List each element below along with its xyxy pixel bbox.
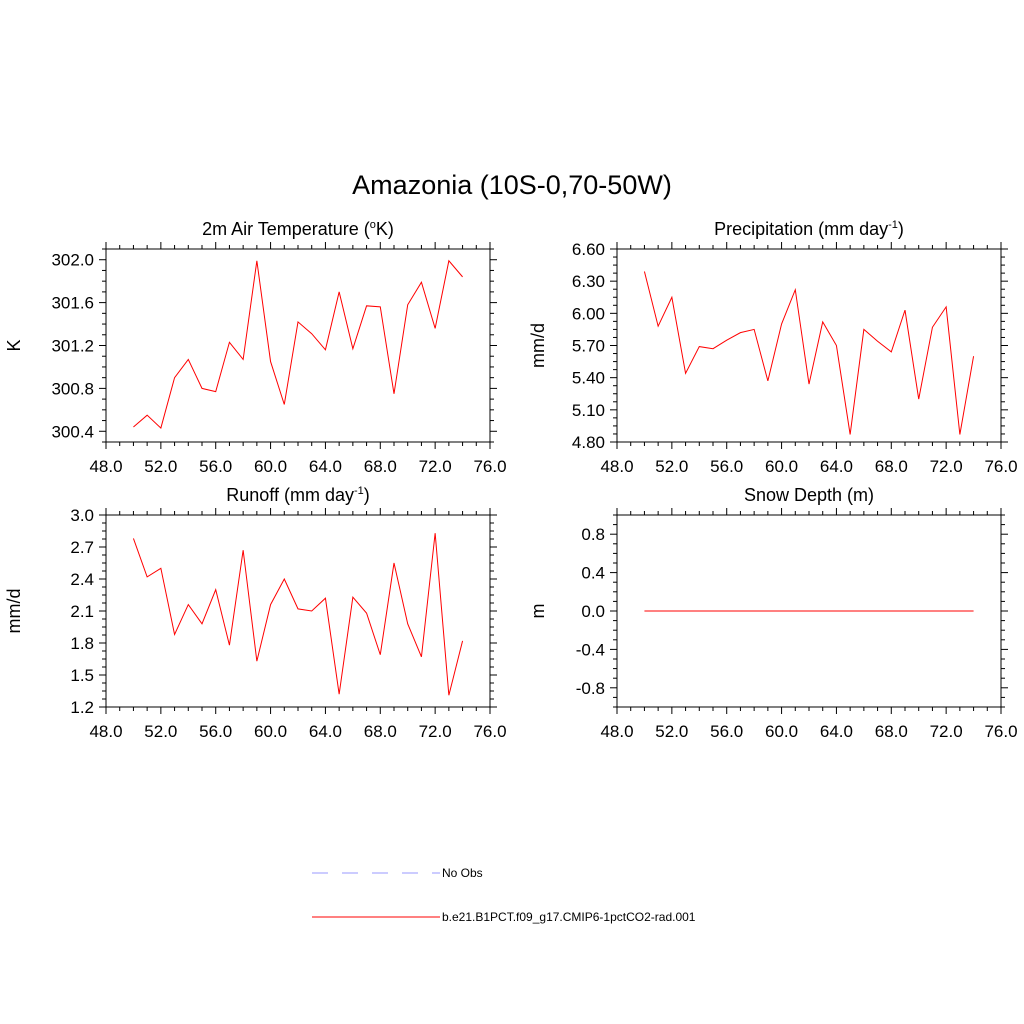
x-tick-label: 60.0	[254, 457, 287, 476]
legend-label-no-obs: No Obs	[442, 866, 483, 880]
x-tick-label: 76.0	[473, 457, 506, 476]
legend: No Obs b.e21.B1PCT.f09_g17.CMIP6-1pctCO2…	[312, 866, 696, 924]
panel-precipitation: Precipitation (mm day-1) mm/d 48.0 52.0 56.0…	[528, 219, 1018, 476]
series-line-runoff	[132, 533, 464, 696]
x-tick-label: 56.0	[710, 722, 743, 741]
y-tick-label: 1.5	[70, 666, 94, 685]
panel-title-main: 2m Air Temperature (	[202, 219, 370, 239]
y-tick-label: 5.10	[572, 401, 605, 420]
x-tick-label: 68.0	[364, 722, 397, 741]
panel-title: Runoff (mm day-1)	[226, 485, 370, 505]
y-axis-label: m	[528, 604, 548, 619]
x-tick-label: 48.0	[89, 457, 122, 476]
series-line-precipitation	[643, 271, 975, 435]
y-tick-label: 1.8	[70, 634, 94, 653]
panel-title-tail: )	[898, 219, 904, 239]
panel-title-main: Runoff (mm day	[226, 485, 354, 505]
x-tick-label: 60.0	[254, 722, 287, 741]
x-tick-label: 68.0	[364, 457, 397, 476]
y-tick-label: 4.80	[572, 433, 605, 452]
x-tick-label: 76.0	[473, 722, 506, 741]
y-tick-label: 5.40	[572, 369, 605, 388]
x-tick-label: 72.0	[419, 457, 452, 476]
y-tick-label: 6.30	[572, 272, 605, 291]
y-tick-label: 6.60	[572, 240, 605, 259]
y-axis-label: K	[4, 339, 24, 351]
y-tick-label: 6.00	[572, 304, 605, 323]
panel-runoff: Runoff (mm day-1) mm/d 48.0 52.0 56.0 60.0 64.…	[4, 485, 507, 741]
x-tick-label: 64.0	[309, 722, 342, 741]
plot-frame	[105, 248, 491, 443]
y-tick-label: 0.8	[581, 525, 605, 544]
x-tick-label: 60.0	[765, 457, 798, 476]
panel-title: 2m Air Temperature (oK)	[202, 219, 394, 239]
x-tick-label: 52.0	[144, 722, 177, 741]
x-tick-label: 68.0	[875, 457, 908, 476]
y-tick-label: 3.0	[70, 506, 94, 525]
x-tick-label: 56.0	[710, 457, 743, 476]
x-tick-label: 68.0	[875, 722, 908, 741]
y-axis-label: mm/d	[528, 323, 548, 368]
y-tick-label: 0.4	[581, 564, 605, 583]
y-tick-label: 300.4	[51, 422, 94, 441]
y-tick-label: 300.8	[51, 379, 94, 398]
x-tick-label: 76.0	[984, 457, 1017, 476]
panel-air-temperature: 2m Air Temperature (oK) K 48.0 52.0 56.0 60.0…	[4, 219, 507, 476]
plot-frame	[105, 514, 491, 708]
x-tick-label: 76.0	[984, 722, 1017, 741]
panel-title: Precipitation (mm day-1)	[714, 219, 904, 239]
x-tick-label: 64.0	[820, 457, 853, 476]
y-tick-label: 301.2	[51, 337, 94, 356]
x-tick-label: 52.0	[655, 457, 688, 476]
y-axis-label: mm/d	[4, 589, 24, 634]
y-tick-label: 302.0	[51, 251, 94, 270]
y-tick-label: 301.6	[51, 294, 94, 313]
series-line-air-temperature	[133, 259, 463, 429]
y-tick-label: 1.2	[70, 698, 94, 717]
y-tick-label: 0.0	[581, 602, 605, 621]
y-tick-label: -0.4	[576, 640, 605, 659]
x-tick-label: 64.0	[309, 457, 342, 476]
x-tick-label: 48.0	[600, 457, 633, 476]
legend-label-model: b.e21.B1PCT.f09_g17.CMIP6-1pctCO2-rad.00…	[442, 910, 696, 924]
panel-snow-depth: Snow Depth (m) m 48.0 52.0 56.0 60.0 64.0 68.0 7…	[528, 485, 1018, 741]
panel-title-main: Snow Depth (m)	[744, 485, 874, 505]
plot-frame	[616, 248, 1002, 443]
x-tick-label: 56.0	[199, 457, 232, 476]
y-tick-label: -0.8	[576, 679, 605, 698]
y-tick-label: 5.70	[572, 337, 605, 356]
x-tick-label: 64.0	[820, 722, 853, 741]
panel-title-tail: K)	[376, 219, 394, 239]
panel-title-superscript: -1	[888, 219, 898, 231]
x-tick-label: 48.0	[600, 722, 633, 741]
panel-title-superscript: -1	[354, 485, 364, 497]
figure-title: Amazonia (10S-0,70-50W)	[352, 170, 672, 200]
x-tick-label: 60.0	[765, 722, 798, 741]
y-tick-label: 2.4	[70, 570, 94, 589]
x-tick-label: 56.0	[199, 722, 232, 741]
x-tick-label: 52.0	[144, 457, 177, 476]
x-tick-label: 52.0	[655, 722, 688, 741]
panel-title-tail: )	[364, 485, 370, 505]
x-tick-label: 72.0	[930, 722, 963, 741]
y-tick-label: 2.7	[70, 538, 94, 557]
y-tick-label: 2.1	[70, 602, 94, 621]
x-tick-label: 72.0	[930, 457, 963, 476]
x-tick-label: 72.0	[419, 722, 452, 741]
panel-title-superscript: o	[370, 219, 376, 231]
panel-title: Snow Depth (m)	[744, 485, 874, 505]
x-tick-label: 48.0	[89, 722, 122, 741]
panel-title-main: Precipitation (mm day	[714, 219, 888, 239]
